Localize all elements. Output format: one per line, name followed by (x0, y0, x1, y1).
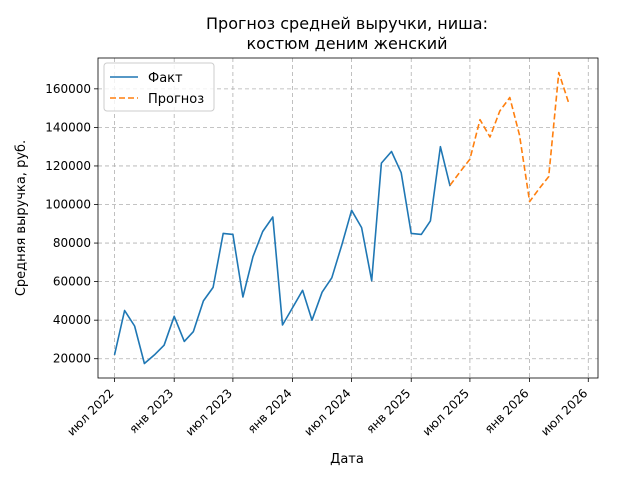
y-tick-label: 140000 (45, 120, 91, 134)
y-axis-label: Средняя выручка, руб. (14, 140, 29, 296)
y-tick-label: 40000 (53, 313, 91, 327)
x-axis-label: Дата (330, 452, 364, 467)
chart-title-line2: костюм деним женский (246, 34, 447, 53)
y-tick-label: 20000 (53, 352, 91, 366)
y-tick-label: 160000 (45, 82, 91, 96)
legend-label-forecast: Прогноз (148, 92, 204, 107)
chart-title-line1: Прогноз средней выручки, ниша: (206, 14, 488, 33)
y-tick-label: 100000 (45, 198, 91, 212)
legend-label-fact: Факт (148, 71, 183, 86)
legend: Факт Прогноз (104, 63, 214, 111)
y-tick-label: 80000 (53, 236, 91, 250)
y-tick-label: 120000 (45, 159, 91, 173)
y-tick-label: 60000 (53, 275, 91, 289)
